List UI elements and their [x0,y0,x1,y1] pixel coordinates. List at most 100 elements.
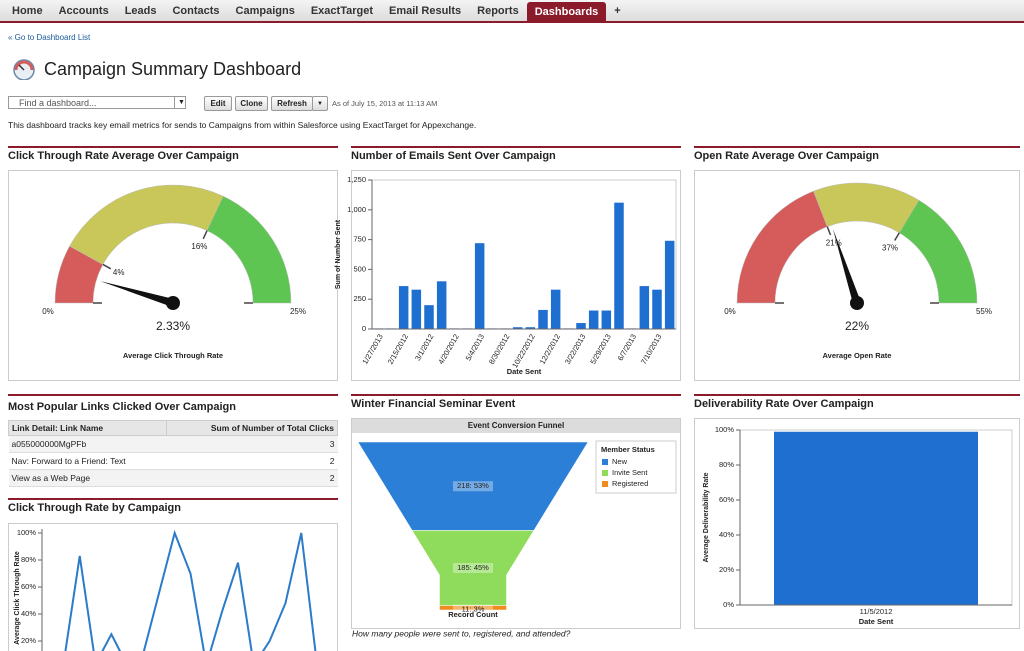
x-tick-label: 5/4/2013 [464,332,486,362]
gauge-band [69,184,224,265]
x-tick-label: 1/27/2013 [360,332,384,365]
x-tick-label: 12/2/2012 [538,332,562,365]
y-tick-label: 80% [719,460,734,469]
nav-tab[interactable]: Email Results [389,4,462,17]
table-cell: 3 [166,435,338,453]
y-tick-label: 750 [353,235,366,244]
gauge-tick-label: 55% [976,307,992,316]
gauge-value: 22% [845,319,869,333]
line-series [64,529,317,651]
bar [563,328,574,329]
gauge-tick [102,263,112,270]
button[interactable]: Clone [235,96,268,111]
nav-tab[interactable]: Contacts [172,4,220,17]
y-tick-label: 100% [715,425,735,434]
funnel-segment [439,605,507,611]
bar [538,309,548,329]
nav-tab[interactable]: Home [12,4,43,17]
plot-frame [739,429,1013,606]
button[interactable]: Refresh [271,96,313,111]
nav-tab[interactable]: Reports [477,4,519,17]
gauge-band [813,182,920,234]
y-tick-label: 1,250 [347,175,366,184]
table-cell: 2 [166,469,338,487]
section-title: Open Rate Average Over Campaign [694,150,879,162]
gauge-tick-label: 37% [882,243,898,252]
y-tick-label: 20% [719,565,734,574]
bar [424,305,434,329]
x-tick-label: 2/15/2012 [386,332,410,365]
search-dropdown[interactable]: ▼ [174,96,188,109]
gauge-tick [826,226,832,236]
bar [550,289,561,329]
panel [351,170,681,381]
funnel-label-bg [453,481,493,492]
gauge-hub [166,296,180,310]
gauge-tick-label: 16% [191,242,207,251]
x-tick-label: 3/22/2013 [563,332,587,365]
funnel-segment [411,530,535,606]
nav-tab[interactable]: Accounts [58,4,109,17]
search-box[interactable]: Find a dashboard... [8,96,186,109]
x-tick-label: 4/20/2012 [436,332,460,365]
caption: How many people were sent to, registered… [352,628,571,638]
gauge-tick [202,230,208,240]
table-row: View as a Web Page 2 [8,469,338,487]
x-tick-label: 3/1/2012 [413,332,435,362]
legend-label: New [612,457,628,466]
nav-tab[interactable]: ExactTarget [310,4,373,17]
gauge-needle [832,228,861,305]
y-tick-label: 20% [21,636,36,645]
nav-tab-add[interactable]: + [614,4,621,17]
bar [474,243,485,329]
legend-label: Registered [612,479,648,488]
x-tick-label: 11/5/2012 [860,607,893,616]
table-row: Nav: Forward to a Friend: Text 2 [8,452,338,470]
nav-tab[interactable]: Leads [124,4,157,17]
bar [626,328,637,329]
gauge-band [736,190,828,304]
table-row: a055000000MgPFb 3 [8,435,338,453]
gauge-tick-label: 0% [42,307,54,316]
section-title: Winter Financial Seminar Event [351,398,516,410]
legend-swatch [602,459,608,465]
gauge-value: 2.33% [156,319,190,333]
bar [614,202,624,329]
bar [576,323,586,329]
button[interactable]: Edit [204,96,232,111]
table-cell: Nav: Forward to a Friend: Text [8,452,167,470]
bar [449,328,460,329]
y-tick-label: 500 [353,264,366,273]
links-table: Link Detail: Link Name Sum of Number of … [8,420,339,487]
gauge-tick-label: 4% [113,268,125,277]
x-axis-label: Date Sent [859,617,894,626]
bar [601,310,612,329]
section-title: Click Through Rate Average Over Campaign [8,150,239,162]
x-tick-label: 7/10/2013 [639,332,663,365]
section-title: Click Through Rate by Campaign [8,502,181,514]
nav-tab[interactable]: Campaigns [235,4,295,17]
x-tick-label: 8/30/2012 [487,332,511,365]
bar [774,431,978,605]
back-link[interactable]: « Go to Dashboard List [8,33,91,42]
description: This dashboard tracks key email metrics … [8,120,477,130]
bar [525,327,536,329]
column-header: Sum of Number of Total Clicks [165,420,339,436]
y-tick-label: 60% [21,582,36,591]
y-tick-label: 1,000 [347,205,366,214]
bar [436,281,447,329]
button-dropdown[interactable]: ▼ [312,96,328,111]
nav-tab-active[interactable]: Dashboards [526,1,607,22]
panel [8,523,338,651]
bar [386,328,396,329]
bar [462,328,472,329]
panel [8,170,338,381]
page-title: Campaign Summary Dashboard [44,59,302,79]
gauge-band [206,195,292,304]
column-header: Link Detail: Link Name [8,420,167,436]
y-tick-label: 40% [21,609,36,618]
funnel-label-bg [453,563,493,573]
bar [512,327,523,329]
bar [373,328,384,329]
gauge-band [54,245,104,304]
